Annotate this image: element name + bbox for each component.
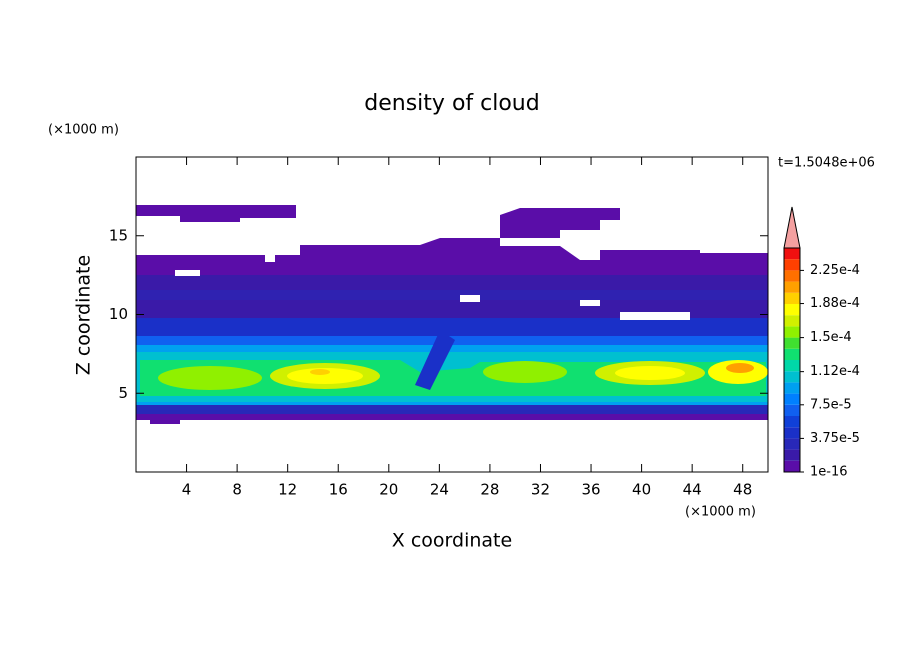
x-tick-label: 32 bbox=[531, 481, 550, 499]
y-tick-label: 5 bbox=[118, 384, 128, 402]
y-unit: (×1000 m) bbox=[48, 123, 119, 138]
colorbar-band bbox=[784, 371, 800, 383]
x-axis-label: X coordinate bbox=[392, 530, 512, 552]
colorbar-extend bbox=[783, 206, 801, 249]
colorbar-band bbox=[784, 393, 800, 405]
x-tick-label: 20 bbox=[379, 481, 398, 499]
x-tick-label: 40 bbox=[632, 481, 651, 499]
x-unit: (×1000 m) bbox=[685, 505, 756, 520]
colorbar-band bbox=[784, 427, 800, 439]
colorbar-band bbox=[784, 270, 800, 282]
colorbar-tick-label: 3.75e-5 bbox=[810, 431, 860, 446]
colorbar-tick-label: 1.88e-4 bbox=[810, 296, 860, 311]
colorbar-band bbox=[784, 360, 800, 372]
x-tick-label: 4 bbox=[182, 481, 192, 499]
colorbar-band bbox=[784, 326, 800, 338]
colorbar-band bbox=[784, 416, 800, 428]
x-tick-label: 36 bbox=[581, 481, 600, 499]
colorbar-tick-label: 1.5e-4 bbox=[810, 330, 852, 345]
chart-title: density of cloud bbox=[364, 91, 539, 116]
x-tick-label: 12 bbox=[278, 481, 297, 499]
x-tick-label: 48 bbox=[733, 481, 752, 499]
y-axis-label: Z coordinate bbox=[73, 255, 95, 375]
colorbar-band bbox=[784, 248, 800, 260]
y-tick-label: 15 bbox=[109, 226, 128, 244]
colorbar-band bbox=[784, 337, 800, 349]
colorbar-tick-label: 1e-16 bbox=[810, 465, 848, 480]
x-tick-label: 44 bbox=[683, 481, 702, 499]
colorbar-band bbox=[784, 292, 800, 304]
colorbar-band bbox=[784, 315, 800, 327]
colorbar-band bbox=[784, 449, 800, 461]
colorbar-tick-label: 7.5e-5 bbox=[810, 397, 852, 412]
colorbar-band bbox=[784, 348, 800, 360]
colorbar-frame bbox=[783, 247, 801, 473]
x-tick-label: 24 bbox=[430, 481, 449, 499]
time-annotation: t=1.5048e+06 bbox=[778, 156, 875, 171]
colorbar-band bbox=[784, 460, 800, 472]
colorbar-band bbox=[784, 281, 800, 293]
x-tick-label: 8 bbox=[232, 481, 242, 499]
colorbar-band bbox=[784, 438, 800, 450]
contour-field bbox=[136, 157, 768, 472]
y-tick-label: 10 bbox=[109, 305, 128, 323]
colorbar-tick-label: 1.12e-4 bbox=[810, 364, 860, 379]
colorbar-tick-label: 2.25e-4 bbox=[810, 263, 860, 278]
colorbar-band bbox=[784, 259, 800, 271]
colorbar-band bbox=[784, 382, 800, 394]
x-tick-label: 16 bbox=[329, 481, 348, 499]
colorbar-band bbox=[784, 304, 800, 316]
x-tick-label: 28 bbox=[480, 481, 499, 499]
colorbar-band bbox=[784, 404, 800, 416]
